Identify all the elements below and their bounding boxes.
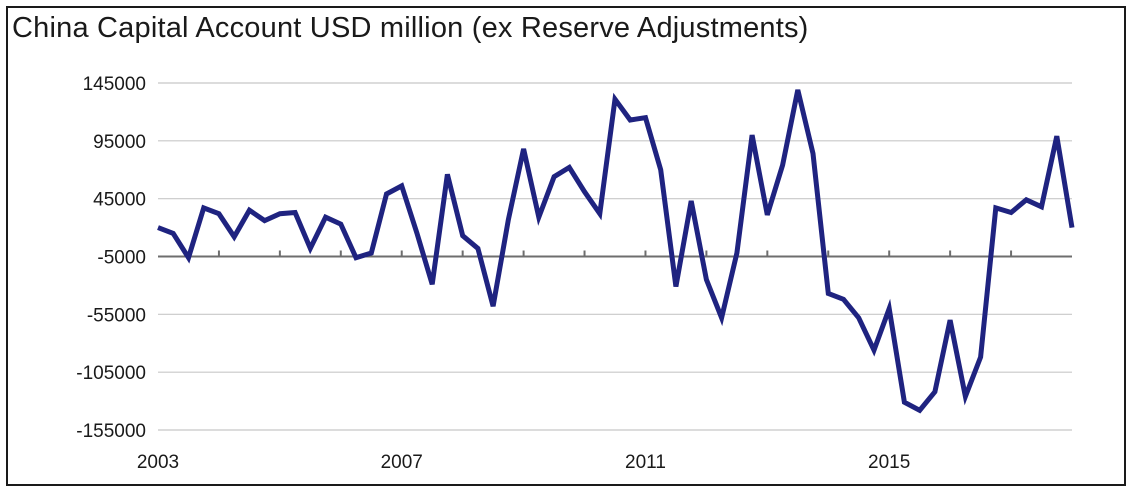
x-tick-label: 2007	[381, 452, 423, 473]
x-tick-label: 2003	[137, 452, 179, 473]
y-tick-label: -55000	[87, 305, 146, 326]
axes	[158, 250, 1072, 258]
x-tick-label: 2011	[625, 452, 666, 473]
x-tick-label: 2015	[868, 452, 910, 473]
y-tick-label: -155000	[76, 421, 146, 442]
series-line	[157, 89, 1075, 414]
y-tick-label: 145000	[83, 74, 146, 95]
y-tick-label: -5000	[97, 248, 146, 269]
y-tick-label: 45000	[93, 190, 146, 211]
y-tick-label: 95000	[93, 132, 146, 153]
chart-title: China Capital Account USD million (ex Re…	[12, 12, 809, 44]
gridlines	[158, 82, 1072, 431]
x-tick-labels: 2003 2007 2011 2015	[137, 452, 910, 473]
series-group	[157, 89, 1075, 414]
y-tick-labels: 145000 95000 45000 -5000 -55000 -105000 -15500…	[76, 74, 146, 442]
y-tick-label: -105000	[76, 363, 146, 384]
